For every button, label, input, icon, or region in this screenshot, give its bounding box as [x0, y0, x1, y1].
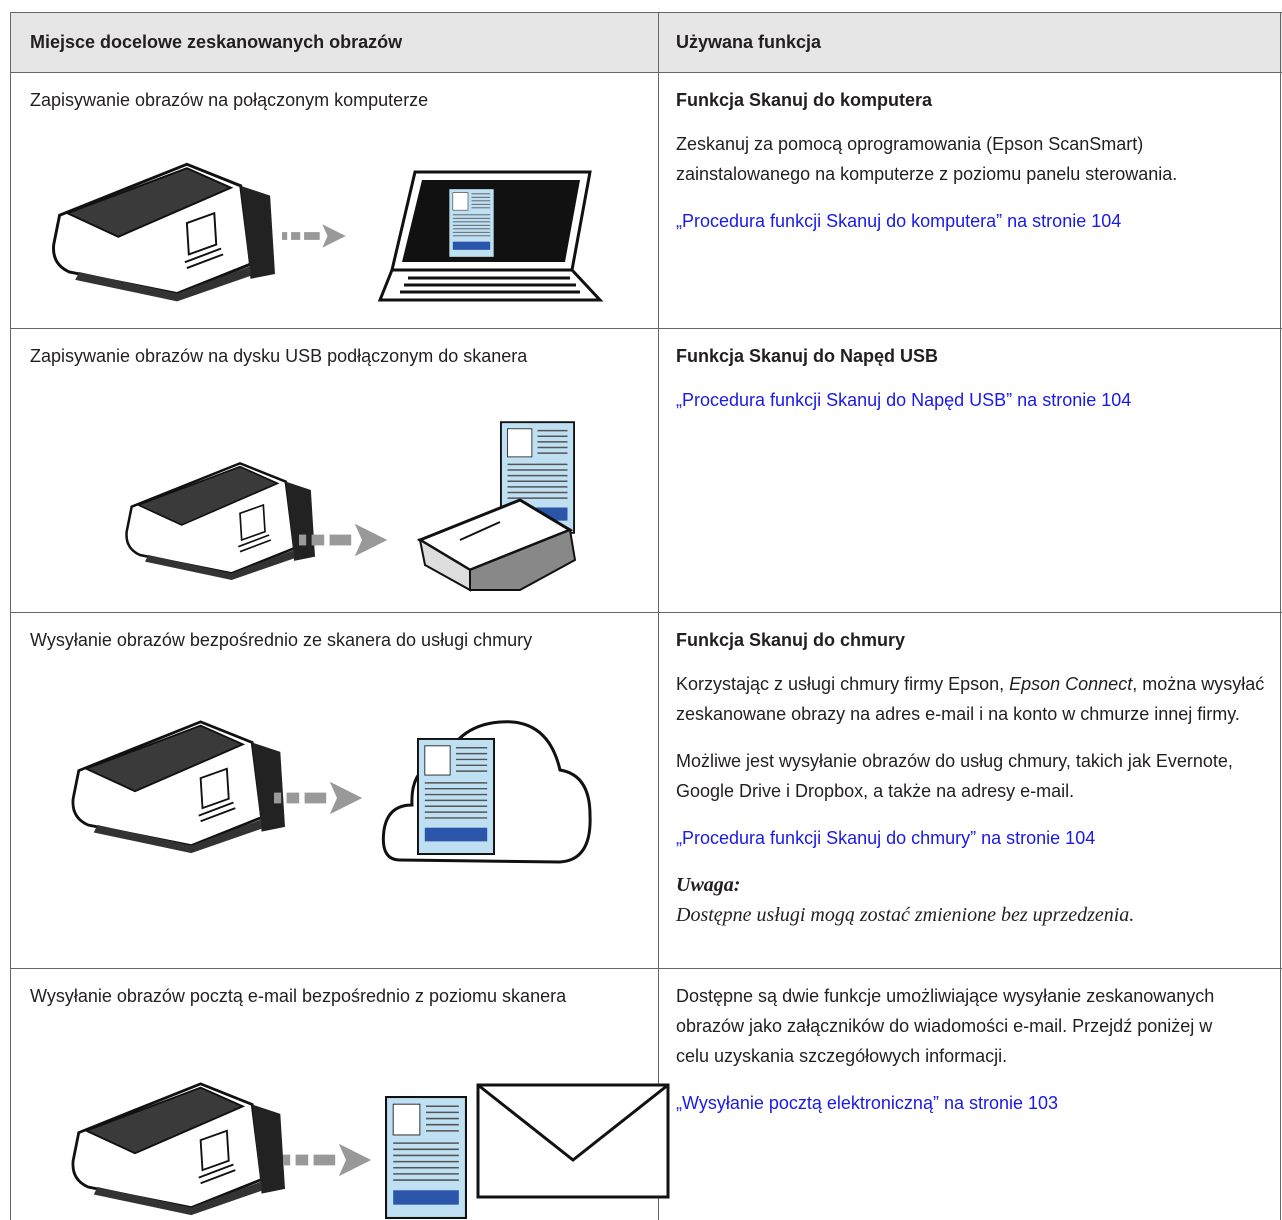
destination: Zapisywanie obrazów na połączonym komput…	[30, 90, 429, 110]
paragraph: Korzystając z usługi chmury firmy Epson,…	[676, 669, 1276, 729]
header-cell: Miejsce docelowe zeskanowanych obrazów	[30, 32, 403, 52]
paragraph: Możliwe jest wysyłanie obrazów do usług …	[676, 751, 1233, 801]
rule	[1280, 12, 1281, 1220]
rule	[658, 12, 659, 1220]
function-cell: Funkcja Skanuj do komputera Zeskanuj za …	[676, 85, 1266, 236]
note-text: Dostępne usługi mogą zostać zmienione be…	[676, 904, 1135, 926]
text: Korzystając z usługi chmury firmy Epson,	[676, 674, 1010, 694]
link[interactable]: „Wysyłanie pocztą elektroniczną” na stro…	[676, 1093, 1059, 1113]
function-title: Funkcja Skanuj do komputera	[676, 90, 933, 110]
rule	[10, 12, 1282, 13]
rule	[10, 968, 1282, 969]
rule	[10, 612, 1282, 613]
destination: Zapisywanie obrazów na dysku USB podłącz…	[30, 346, 528, 366]
function-title: Funkcja Skanuj do chmury	[676, 630, 906, 650]
link[interactable]: „Procedura funkcji Skanuj do chmury” na …	[676, 828, 1096, 848]
function-cell: Funkcja Skanuj do chmury Korzystając z u…	[676, 625, 1276, 930]
header-cell: Używana funkcja	[676, 32, 822, 52]
rule	[10, 72, 1282, 73]
rule	[10, 12, 11, 1220]
text: , można wysyłać zeskanowane obrazy na ad…	[676, 674, 1265, 724]
function-title: Funkcja Skanuj do Napęd USB	[676, 346, 939, 366]
link[interactable]: „Procedura funkcji Skanuj do komputera” …	[676, 211, 1122, 231]
destination: Wysyłanie obrazów pocztą e-mail bezpośre…	[30, 986, 567, 1006]
paragraph: Dostępne są dwie funkcje umożliwiające w…	[676, 986, 1215, 1066]
function-cell: Dostępne są dwie funkcje umożliwiające w…	[676, 981, 1236, 1118]
product-name: Epson Connect	[1009, 674, 1133, 694]
paragraph: Zeskanuj za pomocą oprogramowania (Epson…	[676, 134, 1178, 184]
note-title: Uwaga:	[676, 874, 741, 896]
link[interactable]: „Procedura funkcji Skanuj do Napęd USB” …	[676, 390, 1132, 410]
header-bg	[10, 12, 1282, 72]
function-cell: Funkcja Skanuj do Napęd USB „Procedura f…	[676, 341, 1266, 415]
destination: Wysyłanie obrazów bezpośrednio ze skaner…	[30, 630, 533, 650]
rule	[10, 328, 1282, 329]
